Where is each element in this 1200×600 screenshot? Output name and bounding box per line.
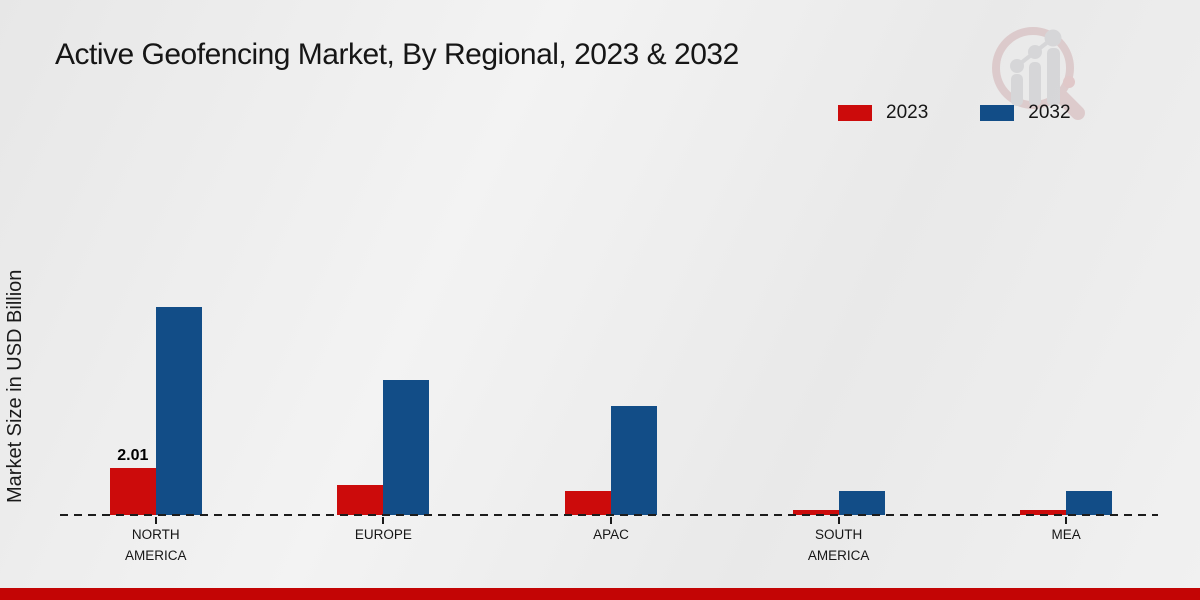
bar-2023-north-america: 2.01 [109,447,156,515]
bar-2032-apac [610,406,657,515]
category-group-south-america: SOUTH AMERICA [725,140,953,563]
x-axis-tick [382,517,385,524]
legend: 2023 2032 [838,102,1071,124]
x-axis-tick [154,517,157,524]
bar-2032-north-america [155,307,202,515]
x-axis-tick [1065,517,1068,524]
legend-swatch-2032 [980,105,1015,121]
bar-2032-europe [383,380,430,515]
bar-value-label: 2.01 [117,447,149,464]
category-label: MEA [1051,527,1081,542]
legend-item-2023: 2023 [838,102,928,124]
y-axis-label: Market Size in USD Billion [4,269,26,503]
x-axis-tick [837,517,840,524]
bar-2023-europe [337,485,384,515]
bar-2032-mea [1066,491,1113,515]
bar-2023-mea [1020,510,1067,515]
footer-red-bar [0,588,1200,600]
bar-2023-apac [564,491,611,515]
chart-title: Active Geofencing Market, By Regional, 2… [55,38,739,71]
category-label: APAC [593,527,629,542]
category-label: NORTH AMERICA [125,527,187,563]
category-label: SOUTH AMERICA [807,527,870,563]
category-group-mea: MEA [952,140,1180,542]
logo-dot-icon [1063,76,1075,88]
magnifier-handle-icon [1053,88,1085,120]
plot-area: 2.01 NORTH AMERICA EUROPE APAC SOUTH AMERICA… [42,140,1180,563]
category-group-apac: APAC [497,140,725,542]
category-group-europe: EUROPE [270,140,498,542]
category-label: EUROPE [354,527,412,542]
legend-item-2032: 2032 [980,102,1071,124]
bar-2032-south-america [838,491,885,515]
category-group-north-america: 2.01 NORTH AMERICA [42,140,270,563]
legend-label-2023: 2023 [886,102,929,123]
logo-bars-icon [1010,29,1062,106]
legend-label-2032: 2032 [1028,102,1071,123]
x-axis-baseline [60,514,1158,516]
bar-2023-south-america [792,510,839,515]
legend-swatch-2023 [838,105,872,121]
x-axis-tick [609,517,612,524]
mrfr-logo-watermark [992,27,1085,120]
